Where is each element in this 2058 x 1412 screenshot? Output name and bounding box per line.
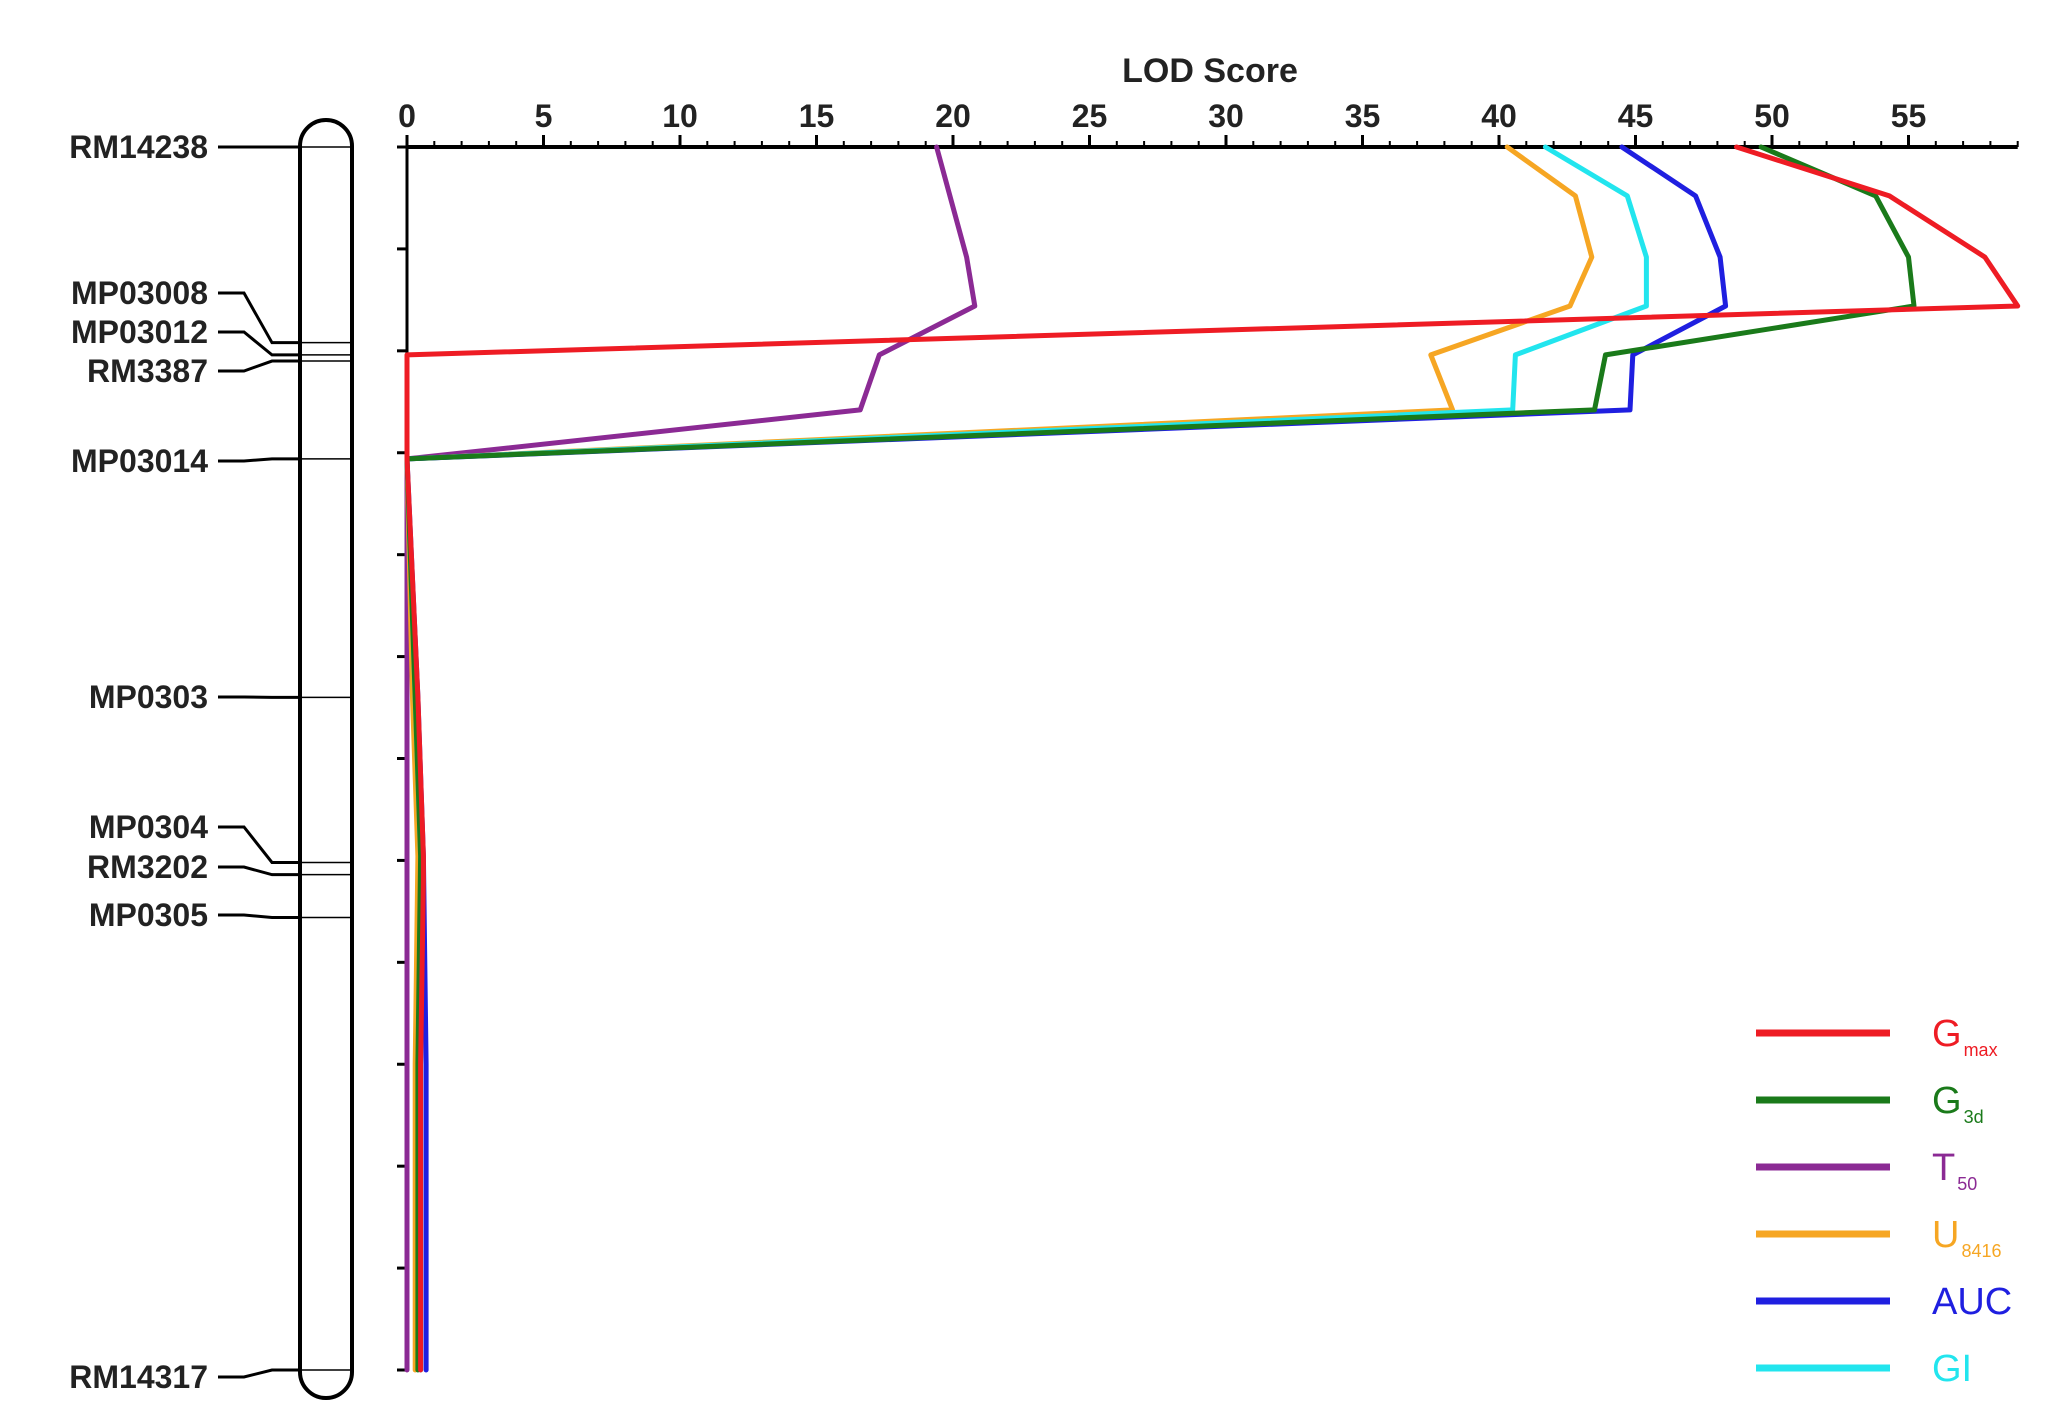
x-tick-label: 40 bbox=[1481, 98, 1517, 134]
marker-leader bbox=[218, 457, 302, 463]
marker-label: MP0304 bbox=[89, 809, 208, 845]
series-line bbox=[404, 144, 1729, 1373]
x-tick-label: 25 bbox=[1072, 98, 1108, 134]
legend-label: U 8416 bbox=[1932, 1214, 2002, 1261]
legend-label: GI bbox=[1932, 1348, 1972, 1390]
series-line bbox=[404, 144, 978, 1373]
marker-label: MP03008 bbox=[71, 275, 208, 311]
marker-label: MP03012 bbox=[71, 314, 208, 350]
x-tick-label: 0 bbox=[398, 98, 416, 134]
marker-leader bbox=[218, 359, 302, 373]
x-tick-label: 55 bbox=[1891, 98, 1927, 134]
series-line bbox=[404, 144, 1649, 1373]
marker-label: MP0303 bbox=[89, 679, 208, 715]
chromosome-bar bbox=[298, 118, 354, 1400]
series-line bbox=[404, 144, 1917, 1373]
series-lines bbox=[404, 144, 2021, 1373]
x-tick-label: 10 bbox=[662, 98, 698, 134]
x-tick-label: 35 bbox=[1345, 98, 1381, 134]
marker-leader bbox=[218, 330, 302, 357]
marker-label: RM14238 bbox=[69, 129, 208, 165]
series-line bbox=[404, 144, 1595, 1373]
x-tick-label: 15 bbox=[799, 98, 835, 134]
marker-label: MP03014 bbox=[71, 443, 208, 479]
x-tick-label: 50 bbox=[1754, 98, 1790, 134]
x-tick-label: 45 bbox=[1618, 98, 1654, 134]
marker-label: MP0305 bbox=[89, 897, 208, 933]
marker-leader bbox=[218, 825, 302, 864]
x-axis-title: LOD Score bbox=[1122, 52, 1298, 90]
legend-label: AUC bbox=[1932, 1281, 2012, 1323]
marker-leader bbox=[218, 913, 302, 919]
marker-label: RM3387 bbox=[87, 353, 208, 389]
marker-leader bbox=[218, 1368, 302, 1379]
x-tick-label: 20 bbox=[935, 98, 971, 134]
x-axis: 0 5 10 15 20 25 30 35 40 45 50 55 bbox=[397, 98, 2019, 1372]
series-line bbox=[404, 144, 2021, 1373]
chromosome-diagram bbox=[298, 118, 354, 1400]
legend-label: G 3d bbox=[1932, 1080, 1984, 1127]
marker-label: RM14317 bbox=[69, 1359, 208, 1395]
x-tick-label: 5 bbox=[535, 98, 553, 134]
legend-label: T 50 bbox=[1932, 1147, 1977, 1194]
marker-leader bbox=[218, 291, 302, 345]
x-tick-label: 30 bbox=[1208, 98, 1244, 134]
marker-label: RM3202 bbox=[87, 849, 208, 885]
marker-leader bbox=[218, 865, 302, 877]
